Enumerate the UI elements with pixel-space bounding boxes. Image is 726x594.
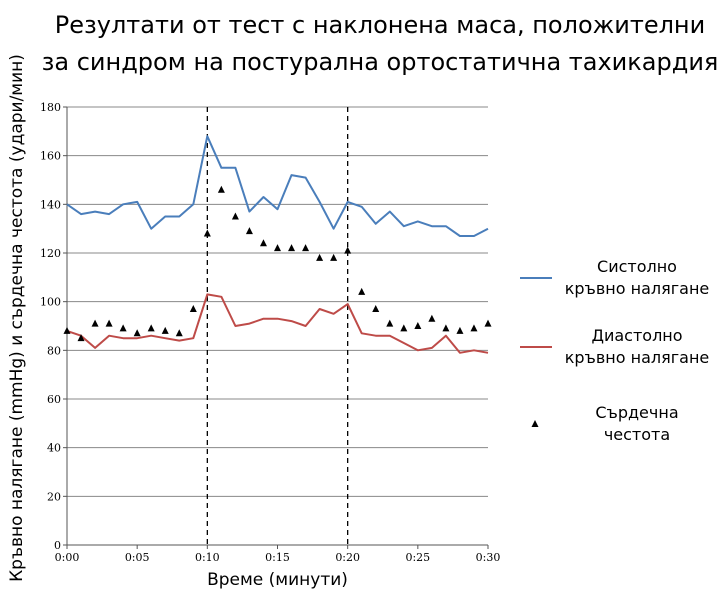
y-tick-label: 20 <box>47 490 61 503</box>
series-line-0 <box>66 135 489 237</box>
series-line-1 <box>66 293 489 354</box>
heart-rate-point <box>414 322 422 329</box>
heart-rate-point <box>372 304 380 312</box>
legend-marker-2 <box>531 420 539 427</box>
heart-rate-point <box>259 239 267 247</box>
tick-labels: 0 20 40 60 80 100 120 140 160 180 0:00 0:05 0:10 0:15… <box>40 101 500 564</box>
heart-rate-point <box>119 324 127 332</box>
heart-rate-point <box>428 314 436 322</box>
chart-title: Резултати от тест с наклонена маса, поло… <box>42 11 719 76</box>
legend-label: кръвно налягане <box>565 348 710 367</box>
heart-rate-point <box>302 244 310 252</box>
heart-rate-point <box>189 304 197 312</box>
time-markers <box>206 107 349 545</box>
legend-label: кръвно налягане <box>565 279 710 298</box>
heart-rate-point <box>91 319 99 327</box>
y-tick-label: 100 <box>40 296 61 309</box>
legend-label: честота <box>604 425 670 444</box>
heart-rate-point <box>400 324 408 332</box>
x-tick-label: 0:25 <box>405 551 430 564</box>
heart-rate-point <box>288 244 296 252</box>
chart-title-line: за синдром на постурална ортостатична та… <box>42 48 719 76</box>
x-tick-label: 0:20 <box>335 551 360 564</box>
heart-rate-point <box>442 324 450 332</box>
heart-rate-point <box>147 324 155 332</box>
legend-label: Сърдечна <box>595 403 678 422</box>
x-tick-label: 0:10 <box>195 551 220 564</box>
heart-rate-point <box>63 326 71 334</box>
heart-rate-point <box>344 246 352 254</box>
x-axis-title: Време (минути) <box>207 570 348 590</box>
y-tick-label: 0 <box>54 539 61 552</box>
legend-label: Диастолно <box>591 326 682 345</box>
axes <box>63 106 489 549</box>
y-tick-label: 140 <box>40 198 61 211</box>
heart-rate-point <box>77 334 85 342</box>
y-tick-label: 160 <box>40 150 61 163</box>
x-tick-label: 0:00 <box>55 551 80 564</box>
heart-rate-point <box>358 287 366 295</box>
series-group <box>63 135 492 354</box>
heart-rate-point <box>470 324 478 332</box>
y-tick-label: 60 <box>47 393 61 406</box>
axis-titles: Време (минути) Кръвно налягане (mmHg) и с… <box>7 54 348 590</box>
x-tick-label: 0:15 <box>265 551 290 564</box>
chart-title-line: Резултати от тест с наклонена маса, поло… <box>55 11 705 39</box>
y-tick-label: 120 <box>40 247 61 260</box>
y-axis-title: Кръвно налягане (mmHg) и сърдечна честот… <box>7 54 27 582</box>
heart-rate-point <box>330 253 338 261</box>
heart-rate-point <box>133 329 141 337</box>
legend-label: Систолно <box>597 257 677 276</box>
y-tick-label: 80 <box>47 344 61 357</box>
heart-rate-point <box>274 244 281 252</box>
heart-rate-point <box>484 319 492 327</box>
legend: Систолно кръвно налягане Диастолно кръвно н… <box>520 257 709 444</box>
x-tick-label: 0:05 <box>125 551 150 564</box>
heart-rate-point <box>245 227 253 235</box>
heart-rate-point <box>231 212 239 220</box>
heart-rate-point <box>217 185 225 193</box>
heart-rate-point <box>316 253 324 261</box>
x-tick-label: 0:30 <box>476 551 501 564</box>
heart-rate-point <box>203 229 211 237</box>
y-tick-label: 180 <box>40 101 61 114</box>
heart-rate-point <box>386 319 394 327</box>
heart-rate-point <box>105 319 113 327</box>
heart-rate-point <box>456 326 464 334</box>
heart-rate-point <box>161 326 169 334</box>
y-tick-label: 40 <box>47 442 61 455</box>
gridlines <box>67 106 488 497</box>
heart-rate-point <box>175 329 183 337</box>
